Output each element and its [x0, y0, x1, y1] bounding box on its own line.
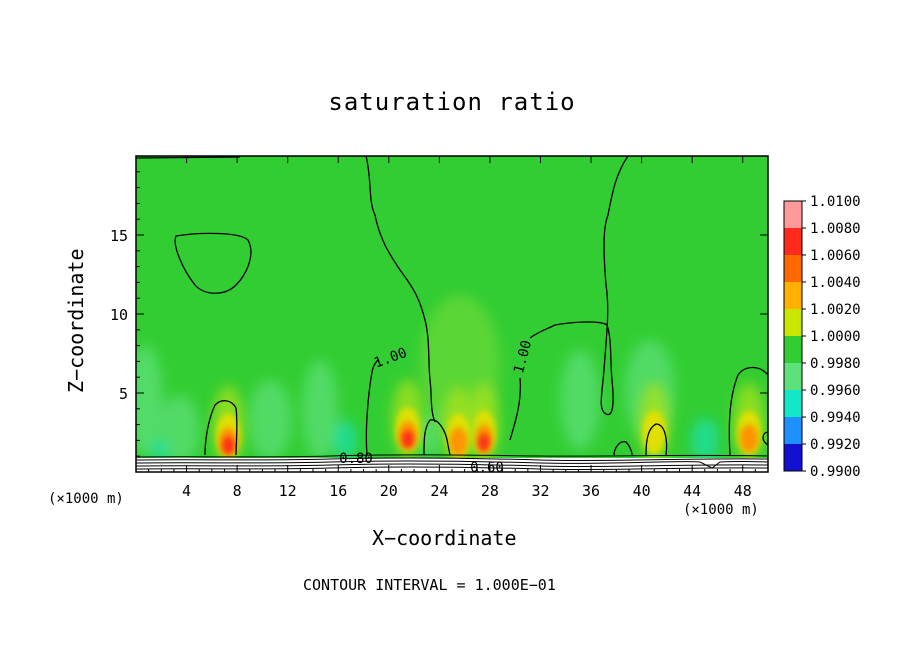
- x-tick-label: 40: [633, 482, 651, 500]
- colorbar-label: 1.0020: [810, 302, 861, 318]
- colorbar-swatch: [784, 282, 802, 309]
- contour-label: 0.80: [339, 451, 373, 467]
- colorbar-label: 1.0080: [810, 221, 861, 237]
- warm-spot: [638, 382, 671, 463]
- x-tick-label: 44: [683, 482, 701, 500]
- warm-spot: [391, 379, 424, 460]
- field-contours: [136, 156, 768, 456]
- colorbar-swatch: [784, 309, 802, 336]
- x-unit-right: (×1000 m): [683, 502, 759, 518]
- x-tick-label: 48: [734, 482, 752, 500]
- x-tick-label: 28: [481, 482, 499, 500]
- x-tick-label: 36: [582, 482, 600, 500]
- x-tick-label: 12: [279, 482, 297, 500]
- x-axis-label: X−coordinate: [372, 526, 517, 550]
- colorbar-label: 0.9980: [810, 356, 861, 372]
- colorbar-swatch: [784, 228, 802, 255]
- warm-spot: [442, 385, 475, 466]
- colorbar-swatch: [784, 417, 802, 444]
- colorbar-label: 0.9960: [810, 383, 861, 399]
- x-axis: 4 8 12 16 20 24 28 32 36 40 44 48: [148, 156, 756, 500]
- colorbar-label: 1.0060: [810, 248, 861, 264]
- colorbar-label: 0.9940: [810, 410, 861, 426]
- colorbar-label: 1.0000: [810, 329, 861, 345]
- colorbar-swatch: [784, 363, 802, 390]
- contour-interval-note: CONTOUR INTERVAL = 1.000E−01: [303, 576, 556, 594]
- x-tick-label: 32: [531, 482, 549, 500]
- warm-spot: [212, 385, 245, 466]
- warm-spot: [733, 382, 766, 463]
- warm-spot: [467, 382, 500, 463]
- x-unit-left: (×1000 m): [48, 491, 124, 507]
- colorbar-label: 1.0100: [810, 194, 861, 210]
- cool-plumes: [136, 295, 719, 465]
- colorbar-swatch: [784, 201, 802, 228]
- colorbar-swatch: [784, 444, 802, 471]
- x-tick-label: 20: [380, 482, 398, 500]
- x-tick-label: 24: [430, 482, 448, 500]
- x-tick-label: 4: [182, 482, 191, 500]
- contour-label: 0.60: [470, 460, 504, 476]
- chart-title: saturation ratio: [328, 88, 576, 116]
- field-layer: [136, 156, 768, 472]
- colorbar-label: 1.0040: [810, 275, 861, 291]
- colorbar-swatch: [784, 390, 802, 417]
- y-axis: 5 10 15: [110, 171, 768, 457]
- y-tick-label: 15: [110, 227, 128, 245]
- colorbar-swatch: [784, 255, 802, 282]
- warm-spots-layer: [212, 379, 766, 466]
- y-tick-label: 5: [119, 385, 128, 403]
- colorbar-label: 0.9900: [810, 464, 861, 480]
- y-tick-label: 10: [110, 306, 128, 324]
- colorbar-swatch: [784, 336, 802, 363]
- x-tick-label: 8: [233, 482, 242, 500]
- colorbar-label: 0.9920: [810, 437, 861, 453]
- colorbar: 1.0100 1.0080 1.0060 1.0040 1.0020 1.0000 0.99…: [783, 194, 861, 480]
- x-tick-label: 16: [329, 482, 347, 500]
